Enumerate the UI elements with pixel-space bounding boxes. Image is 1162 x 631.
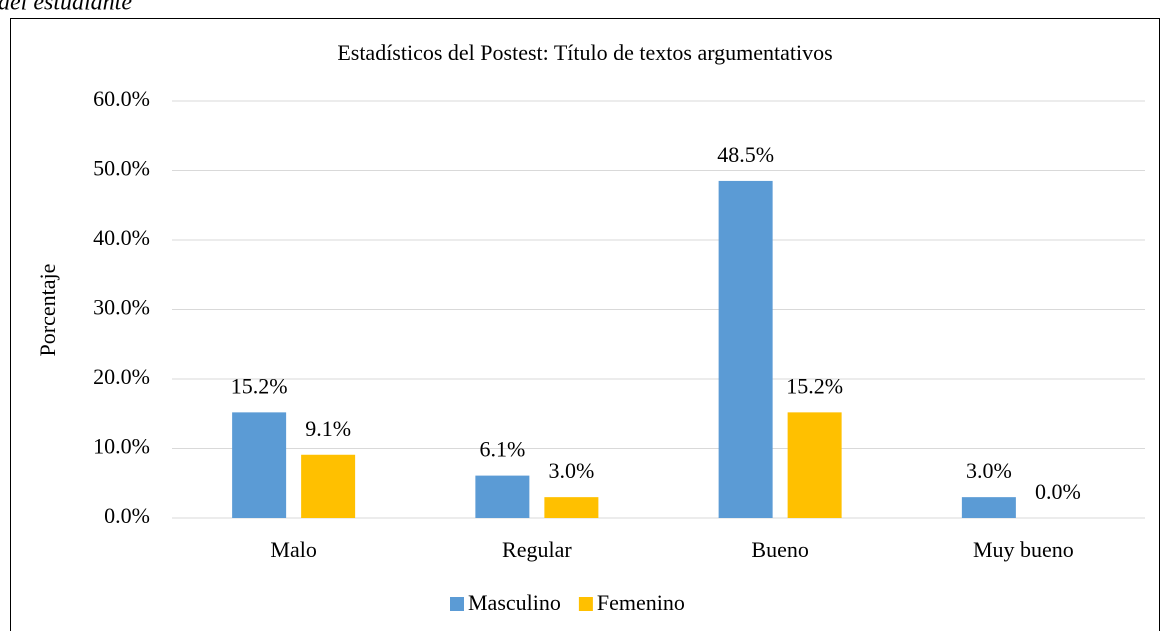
- legend-swatch: [578, 597, 593, 611]
- caption: del estudiante: [0, 0, 132, 16]
- y-tick-label: 10.0%: [93, 434, 150, 459]
- data-label: 6.1%: [479, 437, 525, 462]
- bar: [961, 497, 1016, 518]
- bar: [475, 475, 530, 518]
- legend-label: Masculino: [468, 590, 561, 615]
- x-tick-label: Muy bueno: [973, 537, 1074, 562]
- y-tick-label: 30.0%: [93, 295, 150, 320]
- data-label: 0.0%: [1035, 479, 1081, 504]
- data-label: 48.5%: [717, 142, 774, 167]
- data-label: 3.0%: [966, 458, 1012, 483]
- data-label: 9.1%: [305, 416, 351, 441]
- y-axis-label: Porcentaje: [35, 264, 60, 357]
- data-label: 3.0%: [548, 458, 594, 483]
- bar: [718, 180, 773, 519]
- bar: [787, 412, 842, 518]
- legend-swatch: [450, 597, 464, 611]
- bar: [232, 412, 287, 518]
- bar: [544, 497, 599, 518]
- data-label: 15.2%: [231, 373, 288, 398]
- chart-title: Estadísticos del Postest: Título de text…: [337, 40, 832, 65]
- x-tick-label: Regular: [502, 537, 572, 562]
- x-tick-label: Malo: [270, 537, 316, 562]
- bar: [301, 454, 356, 518]
- y-tick-label: 20.0%: [93, 364, 150, 389]
- y-tick-label: 40.0%: [93, 225, 150, 250]
- chart-border: [10, 18, 1160, 631]
- y-tick-label: 0.0%: [104, 503, 150, 528]
- y-tick-label: 50.0%: [93, 156, 150, 181]
- legend-label: Femenino: [597, 590, 685, 615]
- x-tick-label: Bueno: [751, 537, 808, 562]
- data-label: 15.2%: [786, 373, 843, 398]
- y-tick-label: 60.0%: [93, 86, 150, 111]
